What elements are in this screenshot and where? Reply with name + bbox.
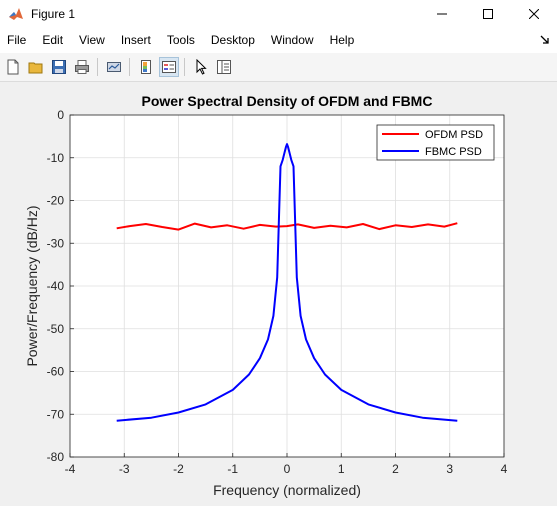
- menu-edit[interactable]: Edit: [42, 33, 64, 47]
- property-inspector-button[interactable]: [214, 57, 234, 77]
- matlab-logo-icon: [9, 8, 23, 20]
- edit-plot-button[interactable]: [191, 57, 211, 77]
- link-plot-icon: [107, 62, 121, 72]
- chart-title: Power Spectral Density of OFDM and FBMC: [142, 93, 433, 109]
- y-tick-label: -10: [47, 151, 65, 165]
- x-axis-label: Frequency (normalized): [213, 482, 361, 498]
- figure-canvas: -4 -3 -2 -1 0 1 2 3 4 0 -10 -20 -30 -40 -50 -60 -70 -80 …: [0, 82, 557, 501]
- open-file-icon: [28, 62, 43, 74]
- y-tick-label: -50: [47, 322, 65, 336]
- x-tick-label: 4: [501, 462, 508, 476]
- x-tick-label: -4: [65, 462, 76, 476]
- legend-button[interactable]: [159, 57, 179, 77]
- x-axis-ticks: -4 -3 -2 -1 0 1 2 3 4: [65, 453, 508, 476]
- y-tick-label: 0: [57, 108, 64, 122]
- legend[interactable]: OFDM PSD FBMC PSD: [376, 124, 495, 161]
- y-axis-ticks: 0 -10 -20 -30 -40 -50 -60 -70 -80: [47, 108, 74, 464]
- colorbar-button[interactable]: [136, 57, 156, 77]
- colorbar-icon: [141, 60, 151, 74]
- edit-plot-pointer-icon: [196, 59, 207, 75]
- toolbar-separator: [129, 58, 130, 76]
- print-icon: [75, 60, 89, 74]
- open-file-button[interactable]: [26, 57, 46, 77]
- y-tick-label: -60: [47, 365, 65, 379]
- x-tick-label: -1: [227, 462, 238, 476]
- menu-tools[interactable]: Tools: [166, 33, 195, 47]
- menu-file[interactable]: File: [7, 33, 27, 47]
- legend-icon: [162, 61, 176, 73]
- menu-bar: File Edit View Insert Tools Desktop Wind…: [0, 28, 557, 53]
- dock-figure-icon[interactable]: [539, 34, 551, 46]
- property-inspector-icon: [217, 60, 231, 74]
- save-button[interactable]: [49, 57, 69, 77]
- y-tick-label: -80: [47, 450, 65, 464]
- toolbar-separator: [184, 58, 185, 76]
- x-tick-label: 0: [284, 462, 291, 476]
- series-layer: [116, 143, 458, 422]
- series-line-fbmc-psd: [116, 143, 458, 422]
- maximize-icon: [483, 9, 493, 19]
- y-tick-label: -20: [47, 194, 65, 208]
- maximize-button[interactable]: [465, 0, 511, 28]
- link-plot-button[interactable]: [104, 57, 124, 77]
- print-button[interactable]: [72, 57, 92, 77]
- y-tick-label: -30: [47, 236, 65, 250]
- menu-help[interactable]: Help: [329, 33, 355, 47]
- x-tick-label: 1: [338, 462, 345, 476]
- figure-toolbar: [0, 53, 557, 82]
- window-controls: [419, 0, 557, 28]
- y-axis-label: Power/Frequency (dB/Hz): [24, 205, 40, 366]
- menu-window[interactable]: Window: [270, 33, 314, 47]
- y-tick-label: -70: [47, 407, 65, 421]
- close-icon: [529, 9, 539, 19]
- x-tick-label: 2: [392, 462, 399, 476]
- x-tick-label: 3: [446, 462, 453, 476]
- window-title: Figure 1: [31, 7, 76, 21]
- legend-box: [376, 124, 495, 161]
- y-tick-label: -40: [47, 279, 65, 293]
- save-icon: [52, 60, 66, 74]
- legend-label-fbmc: FBMC PSD: [425, 146, 482, 158]
- menu-desktop[interactable]: Desktop: [210, 33, 255, 47]
- new-figure-icon: [7, 59, 19, 75]
- minimize-icon: [437, 13, 447, 15]
- minimize-button[interactable]: [419, 0, 465, 28]
- title-bar: Figure 1: [0, 0, 557, 28]
- toolbar-separator: [97, 58, 98, 76]
- menu-view[interactable]: View: [79, 33, 105, 47]
- menu-insert[interactable]: Insert: [120, 33, 151, 47]
- series-line-ofdm-psd: [116, 222, 458, 231]
- new-figure-button[interactable]: [3, 57, 23, 77]
- psd-chart: -4 -3 -2 -1 0 1 2 3 4 0-10-20-30-40-50-60-70-80 …: [24, 93, 508, 498]
- legend-label-ofdm: OFDM PSD: [425, 129, 483, 141]
- close-button[interactable]: [511, 0, 557, 28]
- x-tick-label: -2: [173, 462, 184, 476]
- x-tick-label: -3: [119, 462, 130, 476]
